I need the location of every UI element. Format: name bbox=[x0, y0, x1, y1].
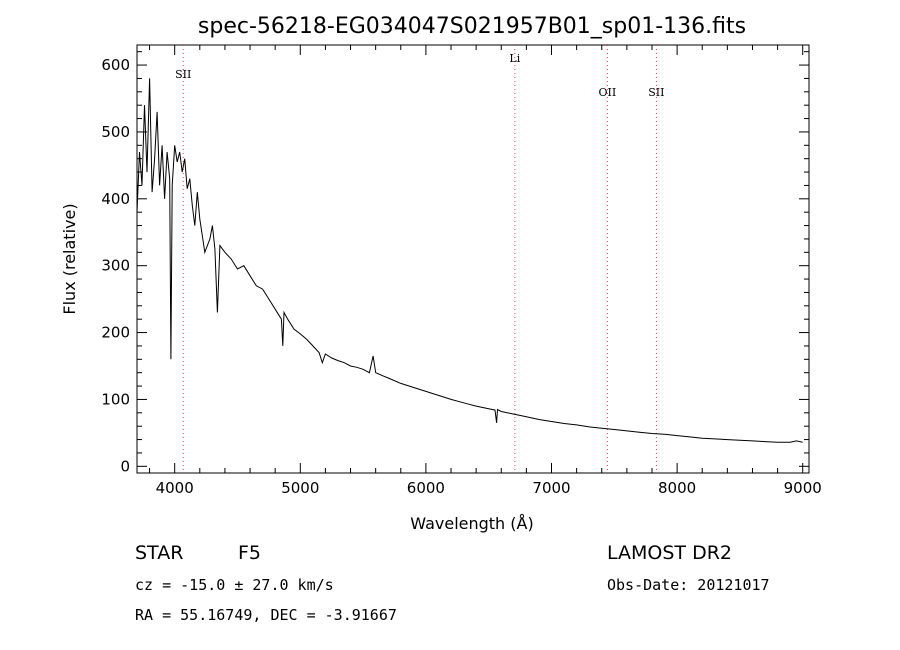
chart-title: spec-56218-EG034047S021957B01_sp01-136.f… bbox=[198, 14, 746, 39]
x-tick-label: 5000 bbox=[281, 479, 319, 497]
reference-line-label: OII bbox=[599, 86, 617, 99]
y-tick-label: 300 bbox=[101, 257, 130, 275]
axis-ticks: 4000 5000 6000 7000 8000 9000 0 100 200 300 400 500… bbox=[101, 45, 822, 497]
y-tick-label: 0 bbox=[120, 457, 130, 475]
y-tick-label: 400 bbox=[101, 190, 130, 208]
reference-line-label: SII bbox=[175, 68, 191, 81]
x-tick-label: 7000 bbox=[532, 479, 570, 497]
object-class: STAR bbox=[135, 542, 183, 564]
observation-date: Obs-Date: 20121017 bbox=[607, 576, 770, 594]
x-axis-label: Wavelength (Å) bbox=[410, 514, 533, 533]
x-tick-label: 9000 bbox=[784, 479, 822, 497]
coordinates: RA = 55.16749, DEC = -3.91667 bbox=[135, 606, 397, 624]
x-tick-label: 6000 bbox=[407, 479, 445, 497]
plot-frame bbox=[136, 44, 810, 474]
y-tick-label: 600 bbox=[101, 56, 130, 74]
y-tick-label: 200 bbox=[101, 324, 130, 342]
object-subclass: F5 bbox=[238, 542, 261, 564]
x-tick-label: 4000 bbox=[156, 479, 194, 497]
x-tick-label: 8000 bbox=[658, 479, 696, 497]
reference-line-label: SII bbox=[648, 86, 664, 99]
redshift-cz: cz = -15.0 ± 27.0 km/s bbox=[135, 576, 334, 594]
reference-line-label: Li bbox=[509, 52, 520, 65]
y-tick-label: 100 bbox=[101, 390, 130, 408]
survey-name: LAMOST DR2 bbox=[607, 542, 732, 564]
y-tick-label: 500 bbox=[101, 123, 130, 141]
reference-lines: SII Li OII SII bbox=[175, 45, 665, 473]
y-axis-label: Flux (relative) bbox=[60, 203, 79, 314]
flux-series-line bbox=[136, 78, 803, 443]
